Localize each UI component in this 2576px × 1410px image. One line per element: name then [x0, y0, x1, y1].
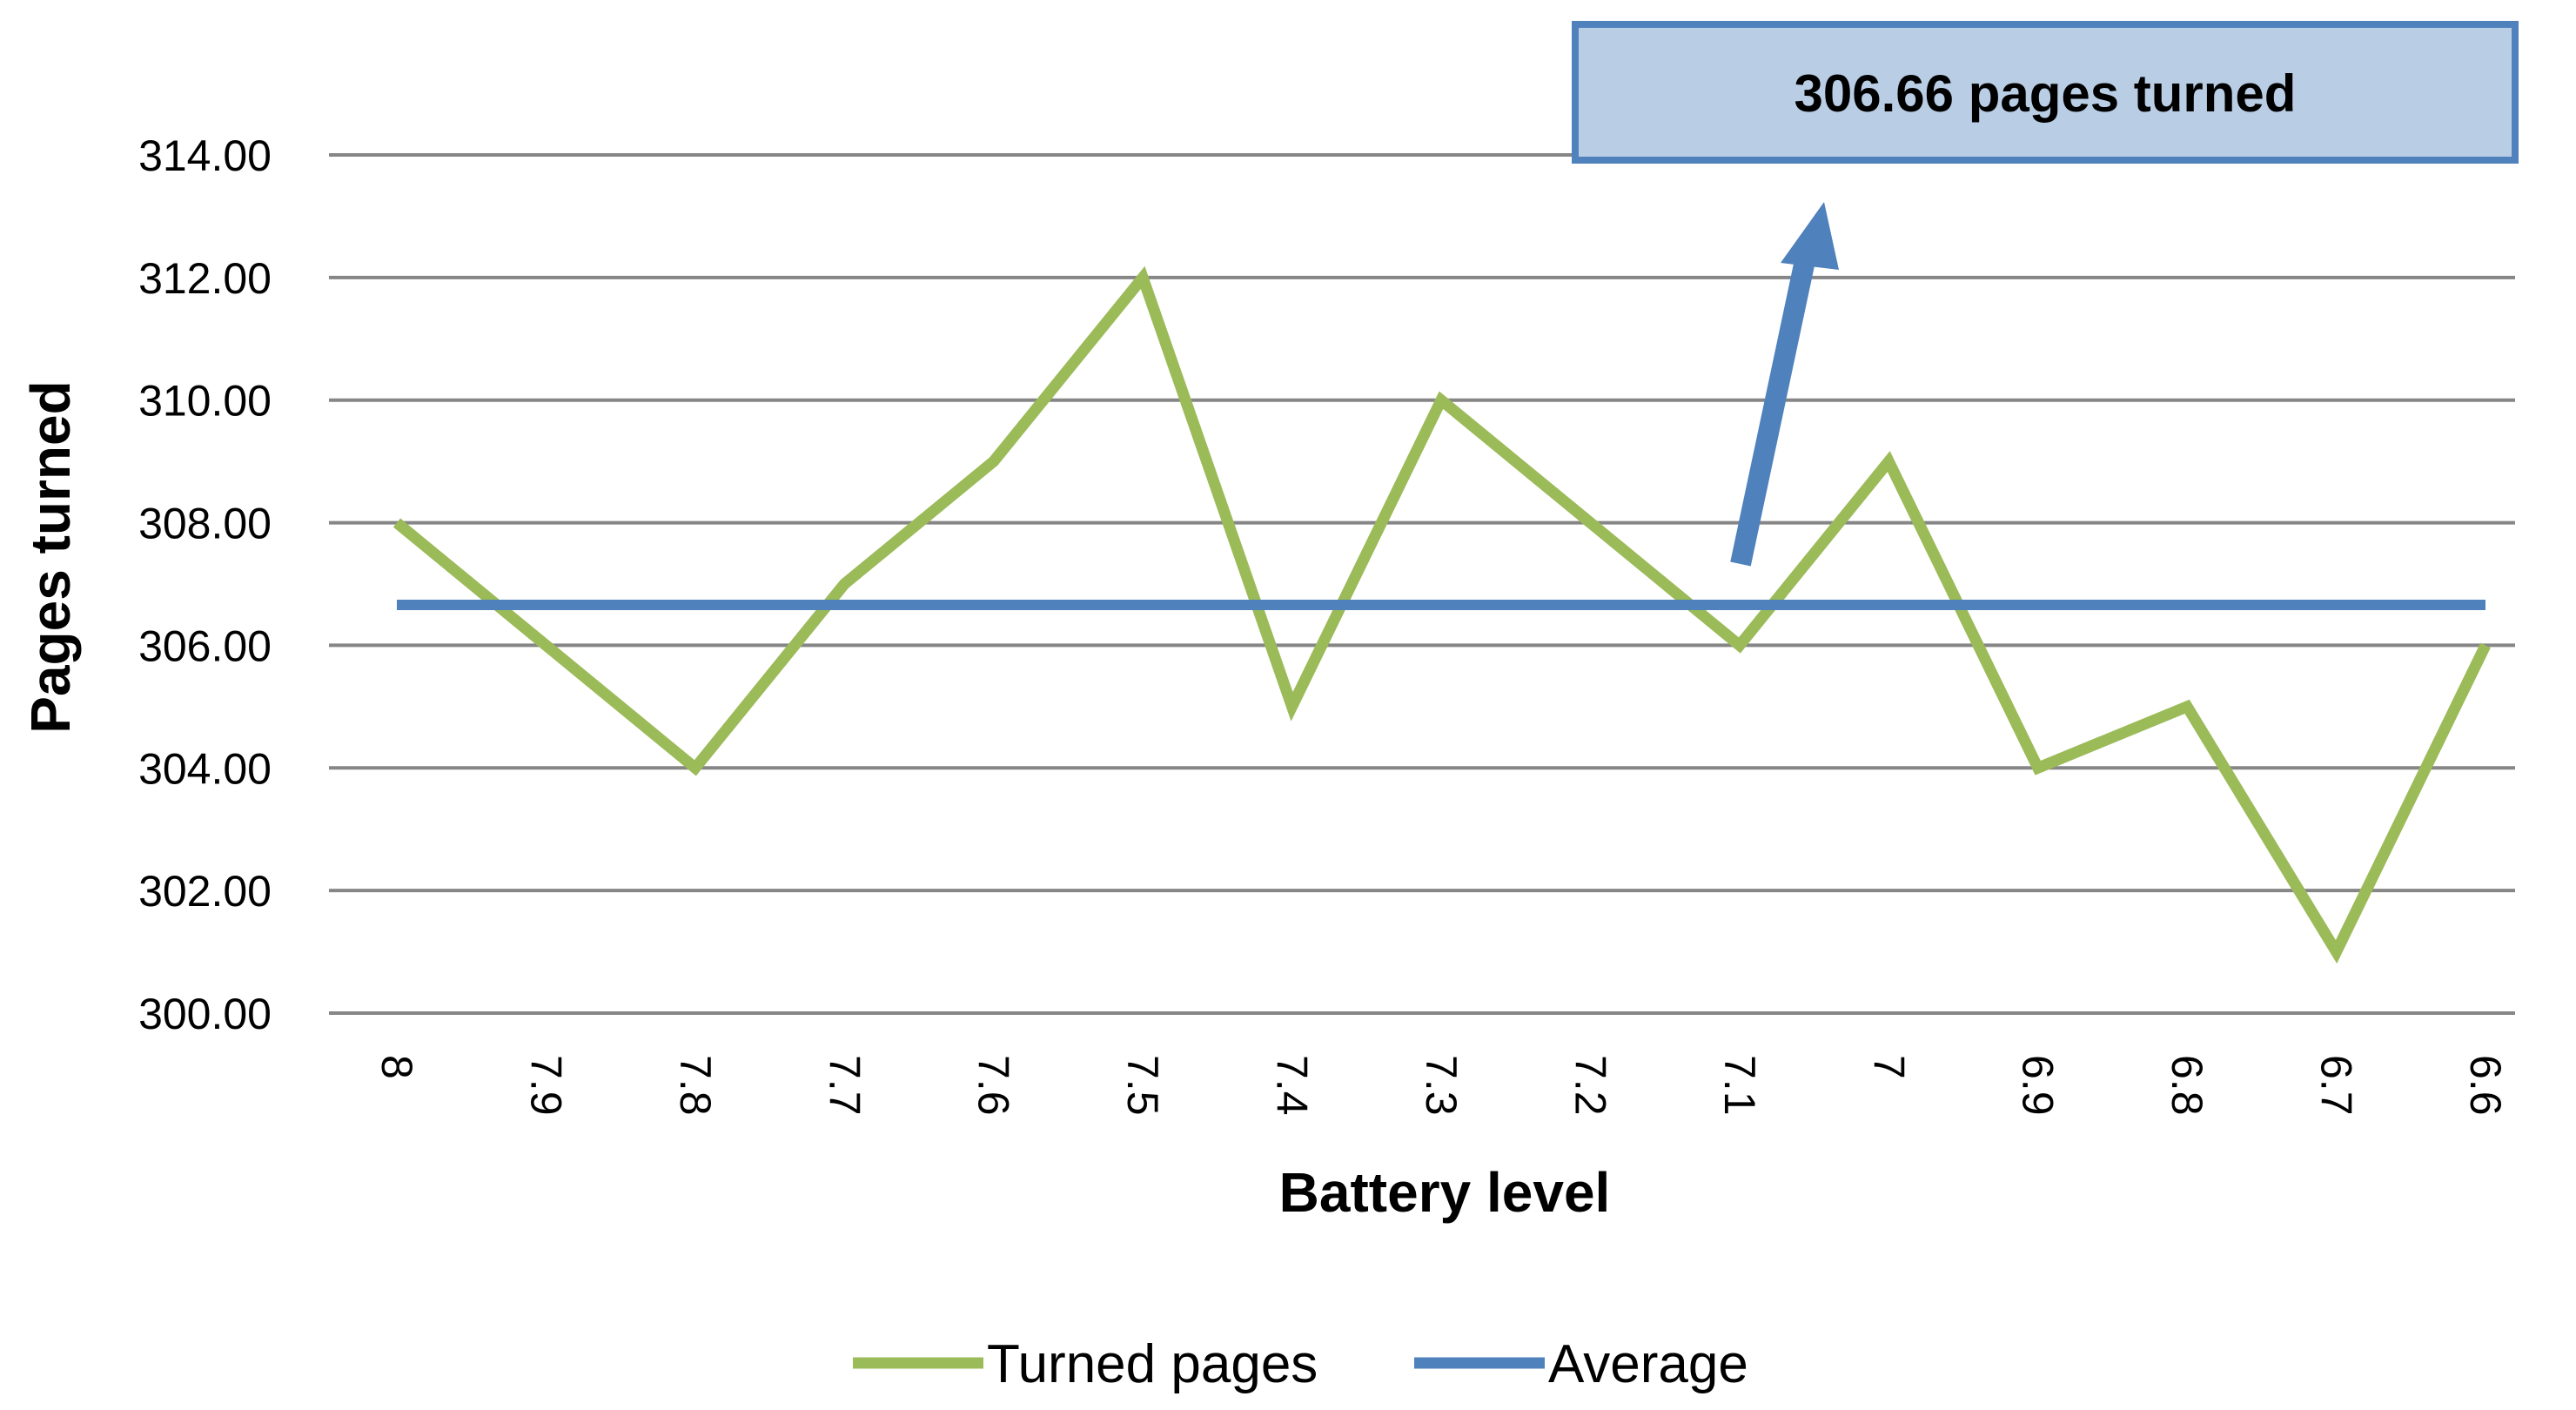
x-tick-label: 7.8: [671, 1055, 720, 1116]
x-tick-label: 7.3: [1417, 1055, 1466, 1116]
x-tick-label: 8: [372, 1055, 421, 1079]
average-callout-text: 306.66 pages turned: [1794, 64, 2297, 123]
y-tick-label: 314.00: [138, 131, 272, 180]
x-tick-label: 6.8: [2163, 1055, 2211, 1116]
x-axis-ticks: 8 7.9 7.8 7.7 7.6 7.5 7.4 7.3 7.2 7.1 7 6.9 6.8 6.7 6.…: [372, 1055, 2510, 1116]
y-axis-title: Pages turned: [19, 380, 82, 733]
x-tick-label: 7.1: [1715, 1055, 1764, 1116]
legend-label-average: Average: [1548, 1334, 1748, 1394]
y-axis-ticks: 300.00 302.00 304.00 306.00 308.00 310.00 312.…: [138, 131, 272, 1038]
callout-arrow-head-icon: [1781, 202, 1839, 270]
x-tick-label: 7.7: [820, 1055, 869, 1116]
legend: Turned pages Average: [853, 1334, 1748, 1394]
y-tick-label: 308.00: [138, 500, 272, 548]
y-tick-label: 302.00: [138, 867, 272, 916]
x-tick-label: 7.2: [1566, 1055, 1614, 1116]
x-tick-label: 7.9: [521, 1055, 570, 1116]
x-tick-label: 7.6: [969, 1055, 1018, 1116]
x-tick-label: 6.7: [2312, 1055, 2361, 1116]
y-tick-label: 310.00: [138, 377, 272, 426]
series-lines: [397, 278, 2485, 952]
y-tick-label: 306.00: [138, 621, 272, 670]
x-tick-label: 7: [1864, 1055, 1913, 1079]
x-axis-title: Battery level: [1279, 1161, 1611, 1224]
average-annotation: 306.66 pages turned: [1575, 24, 2515, 564]
callout-arrow-icon: [1741, 252, 1807, 564]
gridlines: [329, 155, 2515, 1013]
legend-label-turned-pages: Turned pages: [987, 1334, 1318, 1394]
x-tick-label: 6.6: [2461, 1055, 2510, 1116]
series-line-turned-pages: [397, 278, 2485, 952]
y-tick-label: 312.00: [138, 254, 272, 303]
x-tick-label: 7.5: [1118, 1055, 1167, 1116]
x-tick-label: 6.9: [2014, 1055, 2063, 1116]
x-tick-label: 7.4: [1268, 1055, 1317, 1116]
y-tick-label: 304.00: [138, 744, 272, 793]
y-tick-label: 300.00: [138, 990, 272, 1038]
